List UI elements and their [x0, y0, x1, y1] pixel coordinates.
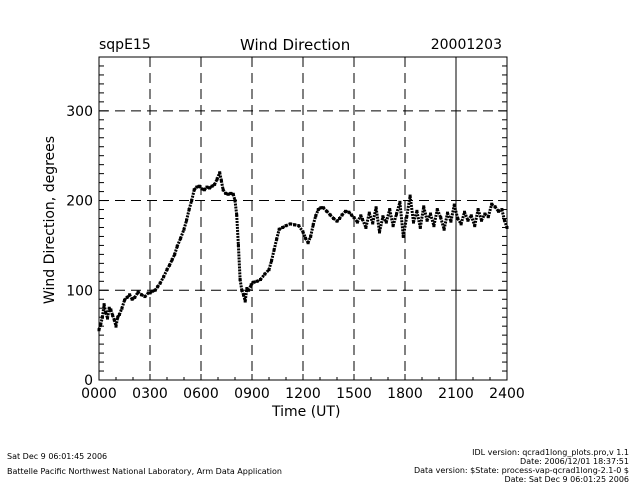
data-version: Data version: $State: process-vap-qcrad1… [413, 466, 629, 475]
data-point-cluster [275, 228, 281, 240]
data-point-cluster [270, 249, 276, 262]
data-point-cluster [185, 209, 191, 221]
y-tick-label: 200 [66, 194, 93, 210]
data-point-cluster [309, 224, 315, 237]
data-point-cluster [259, 273, 266, 281]
data-point-cluster [432, 209, 439, 226]
x-tick-label: 1800 [387, 386, 423, 402]
data-point-cluster [452, 204, 460, 219]
footer-org: Battelle Pacific Northwest National Labo… [7, 467, 282, 476]
x-axis-label: Time (UT) [272, 404, 341, 420]
data-point-cluster [236, 245, 242, 280]
data-point-cluster [442, 212, 449, 230]
x-tick-label: 0900 [234, 386, 270, 402]
idl-version: IDL version: qcrad1long_plots.pro,v 1.1 [472, 448, 629, 457]
data-point-cluster [306, 235, 313, 244]
x-tick-label: 2100 [438, 386, 474, 402]
data-point-cluster [364, 212, 371, 228]
x-tick-label: 2400 [489, 386, 525, 402]
data-point-cluster [500, 209, 506, 221]
data-point-cluster [233, 200, 239, 216]
data-point-cluster [158, 276, 165, 284]
data-point-cluster [401, 216, 409, 237]
data-point-cluster [242, 294, 247, 302]
x-tick-label: 0000 [81, 386, 117, 402]
data-point-cluster [415, 211, 422, 228]
data-point [505, 225, 509, 229]
date-label: 20001203 [430, 37, 502, 53]
x-tick-label: 0300 [132, 386, 168, 402]
data-point-cluster [263, 268, 271, 276]
chart-title: Wind Direction [240, 36, 351, 54]
data-point-cluster [301, 231, 307, 239]
data-point-cluster [314, 208, 320, 217]
data-point-cluster [238, 279, 244, 291]
y-tick-label: 300 [66, 104, 93, 120]
site-label: sqpE15 [99, 37, 151, 53]
data-point-cluster [388, 209, 395, 226]
data-point-cluster [469, 215, 477, 227]
data-point-cluster [356, 215, 363, 223]
data-point-cluster [378, 216, 385, 233]
y-tick-label: 100 [66, 283, 93, 299]
data-point-cluster [272, 238, 279, 251]
data-point-cluster [473, 209, 480, 226]
data-point-cluster [405, 195, 412, 217]
data-point-cluster [112, 319, 118, 327]
data-point-cluster [190, 189, 196, 201]
data-point-cluster [398, 202, 405, 237]
data-point-cluster [449, 204, 456, 222]
data-point-cluster [231, 193, 237, 201]
y-axis-label: Wind Direction, degrees [42, 135, 58, 305]
data-point-cluster [133, 291, 140, 299]
data-point-cluster [118, 307, 124, 316]
x-tick-label: 1200 [285, 386, 321, 402]
data-point-cluster [215, 172, 222, 180]
data-point-cluster [374, 207, 381, 233]
data-point-cluster [422, 206, 429, 221]
data-point-cluster [106, 307, 111, 319]
data-point-cluster [381, 215, 388, 223]
data-point-cluster [367, 212, 375, 224]
data-point-cluster [480, 213, 487, 222]
x-tick-label: 1500 [336, 386, 372, 402]
idl-date: Date: 2006/12/01 18:37:51 [520, 457, 629, 466]
data-point-cluster [345, 209, 350, 214]
y-tick-label: 0 [84, 373, 93, 389]
data-point-cluster [243, 288, 249, 302]
footer-timestamp: Sat Dec 9 06:01:45 2006 [7, 452, 108, 461]
data-point-cluster [235, 214, 240, 246]
data-point-cluster [486, 203, 494, 218]
x-tick-label: 0600 [183, 386, 219, 402]
data-point-cluster [371, 207, 378, 224]
data-point-cluster [391, 213, 398, 227]
data-point-cluster [253, 279, 258, 284]
data-point-cluster [418, 206, 426, 228]
data-point-cluster [408, 195, 415, 223]
data-point-cluster [456, 217, 463, 225]
footer-version-info: IDL version: qcrad1long_plots.pro,v 1.1 … [414, 448, 629, 484]
data-point-cluster [425, 213, 432, 222]
